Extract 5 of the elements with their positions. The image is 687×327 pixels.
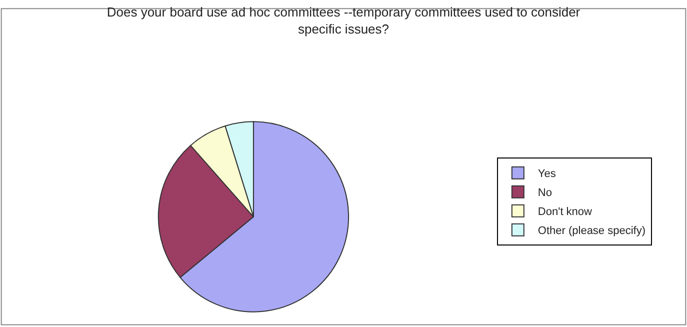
legend-label: Other (please specify) [538, 225, 646, 238]
legend-label: No [538, 187, 552, 200]
legend-label: Yes [538, 168, 556, 180]
chart-title: Does your board use ad hoc committees --temporary committees used to consider specific issues? [106, 4, 581, 36]
legend-label: Don't know [538, 206, 592, 218]
